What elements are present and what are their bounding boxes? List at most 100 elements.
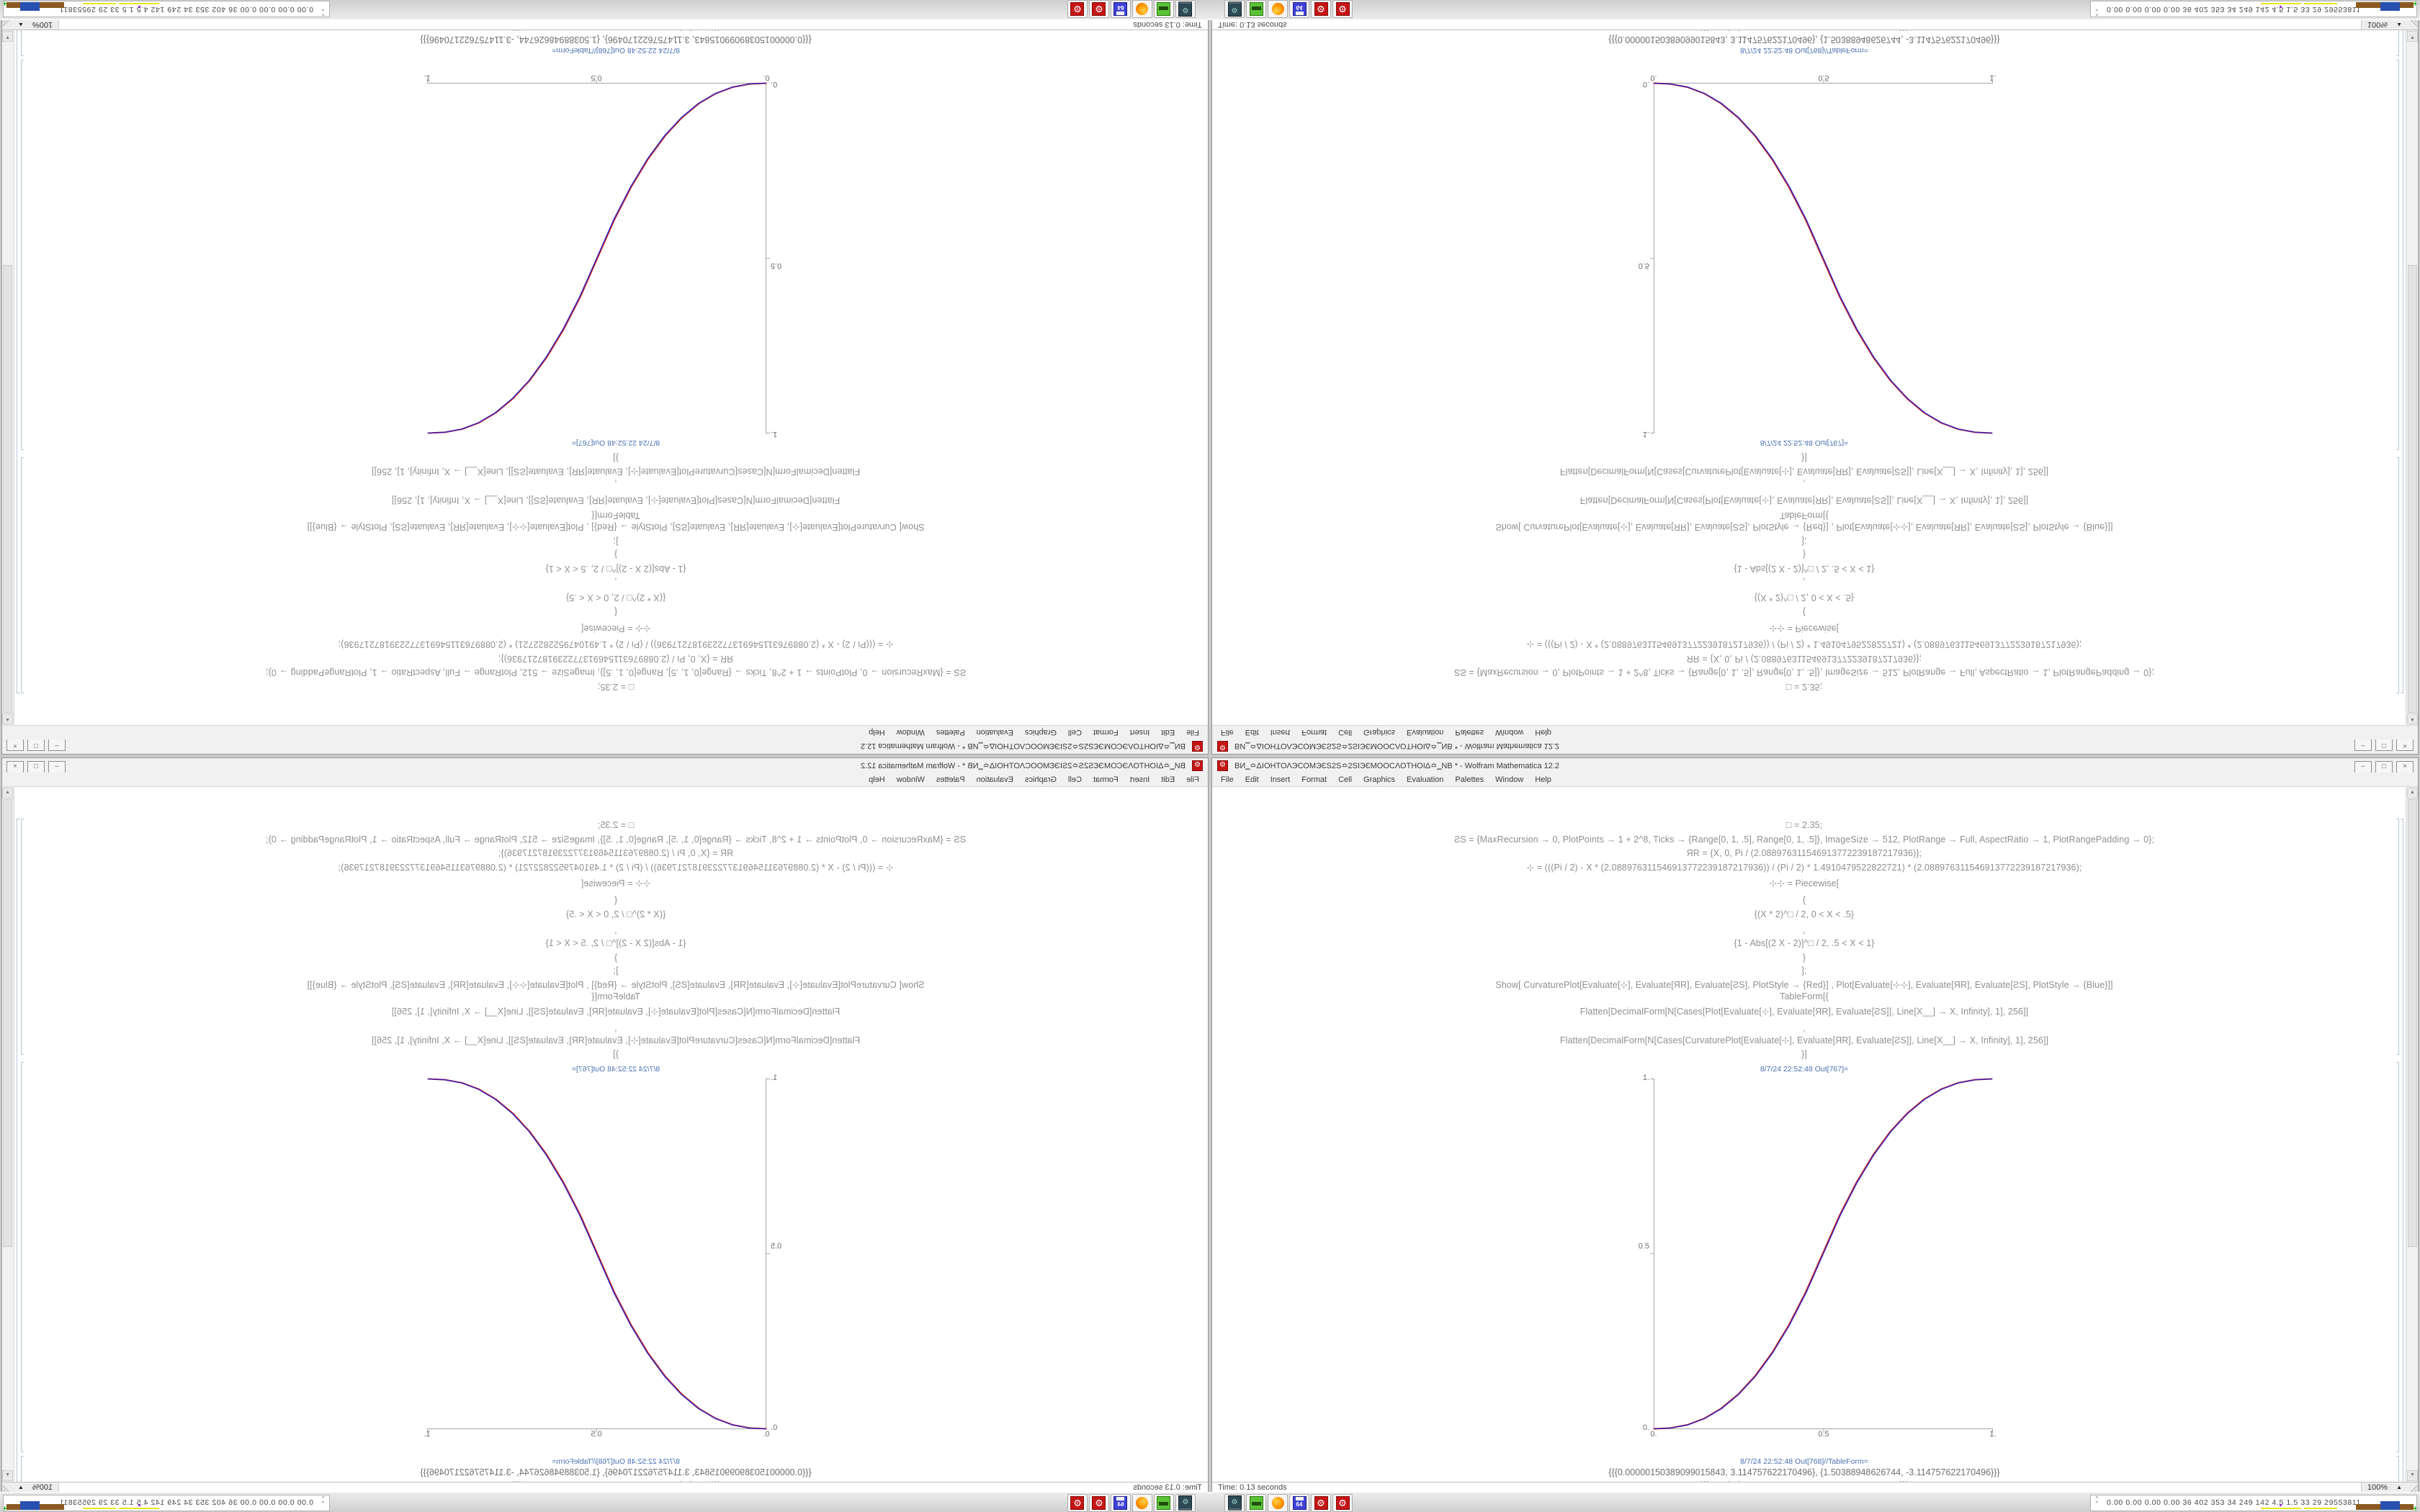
resize-grip[interactable]: [2410, 19, 2417, 27]
resize-grip[interactable]: [3, 19, 10, 27]
cell-bracket[interactable]: [2396, 60, 2399, 450]
resize-grip[interactable]: [2410, 1485, 2417, 1493]
menu-help[interactable]: Help: [1535, 775, 1551, 784]
floppy-64-button[interactable]: 64: [1289, 0, 1309, 18]
cell-bracket[interactable]: [21, 30, 24, 56]
minimize-button[interactable]: –: [2354, 761, 2372, 773]
minimize-button[interactable]: –: [48, 739, 66, 751]
menu-evaluation[interactable]: Evaluation: [976, 728, 1013, 737]
cell-bracket[interactable]: [2396, 30, 2399, 56]
mathematica-button[interactable]: ⚙: [1311, 0, 1331, 18]
mathematica-button[interactable]: ⚙: [1332, 0, 1353, 18]
scroll-up-icon[interactable]: ▲: [2, 714, 13, 724]
menu-palettes[interactable]: Palettes: [936, 728, 965, 737]
zoom-level[interactable]: 100%: [2367, 20, 2388, 29]
zoom-dropdown-icon[interactable]: ▲: [2396, 1484, 2402, 1490]
package-manager-button[interactable]: [1154, 1494, 1174, 1512]
notebook-content[interactable]: □ = 2.35; ƧЅ = {MaxRecursion → 0, PlotPoi…: [1213, 787, 2407, 1482]
close-button[interactable]: ×: [6, 739, 24, 751]
scroll-down-icon[interactable]: ▼: [2407, 31, 2418, 42]
zoom-dropdown-icon[interactable]: ▲: [2396, 22, 2402, 28]
maximize-button[interactable]: □: [27, 739, 45, 751]
scroll-up-icon[interactable]: ▲: [2407, 714, 2418, 724]
cell-bracket[interactable]: [21, 1456, 24, 1482]
floppy-64-button[interactable]: 64: [1289, 1494, 1309, 1512]
menu-window[interactable]: Window: [1495, 728, 1524, 737]
floppy-64-button[interactable]: 64: [1111, 1494, 1131, 1512]
menu-edit[interactable]: Edit: [1161, 775, 1175, 784]
menu-file[interactable]: File: [1221, 728, 1234, 737]
close-button[interactable]: ×: [2396, 761, 2414, 773]
menu-insert[interactable]: Insert: [1270, 728, 1291, 737]
mathematica-button[interactable]: ⚙: [1311, 1494, 1331, 1512]
vertical-scrollbar[interactable]: ▲ ▼: [2, 30, 14, 725]
firefox-button[interactable]: [1132, 1494, 1152, 1512]
scrollbar-thumb[interactable]: [2408, 799, 2417, 1247]
scrollbar-thumb[interactable]: [3, 265, 12, 713]
menu-edit[interactable]: Edit: [1161, 728, 1175, 737]
minimize-button[interactable]: –: [48, 761, 66, 773]
cell-bracket[interactable]: [2396, 1456, 2399, 1482]
vertical-scrollbar[interactable]: ▲ ▼: [2406, 787, 2418, 1482]
menu-format[interactable]: Format: [1093, 775, 1119, 784]
menu-graphics[interactable]: Graphics: [1363, 775, 1396, 784]
scroll-up-icon[interactable]: ▲: [2407, 788, 2418, 798]
scrollbar-thumb[interactable]: [3, 799, 12, 1247]
notebook-content[interactable]: □ = 2.35; ƧЅ = {MaxRecursion → 0, PlotPoi…: [13, 787, 1207, 1482]
cell-bracket[interactable]: [2396, 457, 2399, 693]
title-bar[interactable]: ⚙ ВИ‗≏ΔΙΟΗΤΟΛЭСОМЭƐЅ2Ѕ≏2ЅΙЭƐΜΟΟСΛΟΤΗΟΙΔ≏…: [2, 739, 1208, 754]
menu-insert[interactable]: Insert: [1270, 775, 1291, 784]
menu-cell[interactable]: Cell: [1067, 728, 1082, 737]
scroll-down-icon[interactable]: ▼: [2407, 1470, 2418, 1481]
title-bar[interactable]: ⚙ ВИ‗≏ΔΙΟΗΤΟΛЭСОМЭƐЅ2Ѕ≏2ЅΙЭƐΜΟΟСΛΟΤΗΟΙΔ≏…: [1212, 758, 2418, 773]
minimize-button[interactable]: –: [2354, 739, 2372, 751]
mathematica-button[interactable]: ⚙: [1332, 1494, 1353, 1512]
system-monitor-button[interactable]: ⚙: [1224, 1494, 1245, 1512]
cell-bracket[interactable]: [21, 819, 24, 1055]
package-manager-button[interactable]: [1246, 1494, 1266, 1512]
menu-cell[interactable]: Cell: [1338, 775, 1353, 784]
menu-cell[interactable]: Cell: [1067, 775, 1082, 784]
menu-format[interactable]: Format: [1301, 775, 1327, 784]
title-bar[interactable]: ⚙ ВИ‗≏ΔΙΟΗΤΟΛЭСОМЭƐЅ2Ѕ≏2ЅΙЭƐΜΟΟСΛΟΤΗΟΙΔ≏…: [1212, 739, 2418, 754]
menu-palettes[interactable]: Palettes: [1455, 775, 1484, 784]
menu-palettes[interactable]: Palettes: [936, 775, 965, 784]
menu-window[interactable]: Window: [896, 775, 925, 784]
menu-cell[interactable]: Cell: [1338, 728, 1353, 737]
menu-file[interactable]: File: [1221, 775, 1234, 784]
title-bar[interactable]: ⚙ ВИ‗≏ΔΙΟΗΤΟΛЭСОМЭƐЅ2Ѕ≏2ЅΙЭƐΜΟΟСΛΟΤΗΟΙΔ≏…: [2, 758, 1208, 773]
menu-evaluation[interactable]: Evaluation: [976, 775, 1013, 784]
firefox-button[interactable]: [1268, 0, 1288, 18]
zoom-dropdown-icon[interactable]: ▲: [18, 1484, 24, 1490]
menu-file[interactable]: File: [1186, 775, 1199, 784]
cell-bracket[interactable]: [21, 60, 24, 450]
vertical-scrollbar[interactable]: ▲ ▼: [2406, 30, 2418, 725]
scrollbar-thumb[interactable]: [2408, 265, 2417, 713]
scroll-down-icon[interactable]: ▼: [2, 31, 13, 42]
menu-graphics[interactable]: Graphics: [1363, 728, 1396, 737]
zoom-level[interactable]: 100%: [32, 1483, 53, 1492]
menu-insert[interactable]: Insert: [1129, 775, 1150, 784]
close-button[interactable]: ×: [6, 761, 24, 773]
menu-window[interactable]: Window: [896, 728, 925, 737]
cell-bracket[interactable]: [21, 1062, 24, 1452]
menu-palettes[interactable]: Palettes: [1455, 728, 1484, 737]
scroll-down-icon[interactable]: ▼: [2, 1470, 13, 1481]
zoom-level[interactable]: 100%: [2367, 1483, 2388, 1492]
vertical-scrollbar[interactable]: ▲ ▼: [2, 787, 14, 1482]
notebook-content[interactable]: □ = 2.35; ƧЅ = {MaxRecursion → 0, PlotPoi…: [1213, 30, 2407, 725]
zoom-level[interactable]: 100%: [32, 20, 53, 29]
cell-bracket[interactable]: [2396, 819, 2399, 1055]
menu-evaluation[interactable]: Evaluation: [1407, 728, 1444, 737]
scroll-up-icon[interactable]: ▲: [2, 788, 13, 798]
menu-graphics[interactable]: Graphics: [1024, 775, 1057, 784]
zoom-dropdown-icon[interactable]: ▲: [18, 22, 24, 28]
mathematica-button[interactable]: ⚙: [1089, 0, 1109, 18]
menu-edit[interactable]: Edit: [1245, 728, 1259, 737]
menu-help[interactable]: Help: [1535, 728, 1551, 737]
menu-help[interactable]: Help: [869, 728, 885, 737]
mathematica-button[interactable]: ⚙: [1067, 1494, 1088, 1512]
mathematica-button[interactable]: ⚙: [1067, 0, 1088, 18]
close-button[interactable]: ×: [2396, 739, 2414, 751]
menu-evaluation[interactable]: Evaluation: [1407, 775, 1444, 784]
